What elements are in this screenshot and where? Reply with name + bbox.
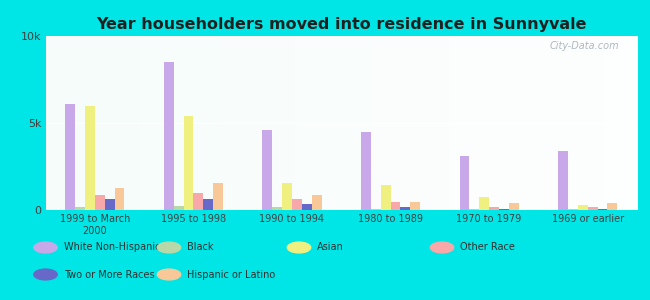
Bar — [194, 194, 203, 210]
Text: City-Data.com: City-Data.com — [550, 41, 619, 51]
Bar — [75, 207, 85, 210]
Bar — [509, 203, 519, 210]
Text: Asian: Asian — [317, 242, 344, 253]
Text: White Non-Hispanic: White Non-Hispanic — [64, 242, 160, 253]
Bar — [164, 62, 174, 210]
Bar — [588, 207, 597, 210]
Bar — [65, 104, 75, 210]
Bar — [607, 203, 618, 210]
Bar — [469, 208, 479, 210]
Text: Two or More Races: Two or More Races — [64, 269, 154, 280]
Text: Black: Black — [187, 242, 214, 253]
Bar — [213, 183, 223, 210]
Bar — [479, 197, 489, 210]
Bar — [460, 156, 469, 210]
Bar — [302, 204, 312, 210]
Bar — [597, 208, 608, 210]
Bar — [312, 195, 322, 210]
Bar — [105, 199, 114, 210]
Bar — [381, 185, 391, 210]
Bar — [95, 195, 105, 210]
Bar — [272, 207, 282, 210]
Text: Other Race: Other Race — [460, 242, 515, 253]
Bar — [361, 132, 371, 210]
Text: Hispanic or Latino: Hispanic or Latino — [187, 269, 276, 280]
Bar — [114, 188, 124, 210]
Bar — [489, 207, 499, 210]
Bar — [400, 207, 410, 210]
Bar — [371, 208, 381, 210]
Bar — [568, 208, 578, 210]
Bar — [391, 202, 400, 210]
Bar — [292, 199, 302, 210]
Bar — [174, 206, 183, 210]
Bar — [183, 116, 193, 210]
Bar — [203, 199, 213, 210]
Bar — [410, 202, 420, 210]
Bar — [499, 208, 509, 210]
Title: Year householders moved into residence in Sunnyvale: Year householders moved into residence i… — [96, 17, 586, 32]
Bar — [85, 106, 95, 210]
Bar — [558, 151, 568, 210]
Bar — [263, 130, 272, 210]
Bar — [578, 205, 588, 210]
Bar — [282, 183, 292, 210]
